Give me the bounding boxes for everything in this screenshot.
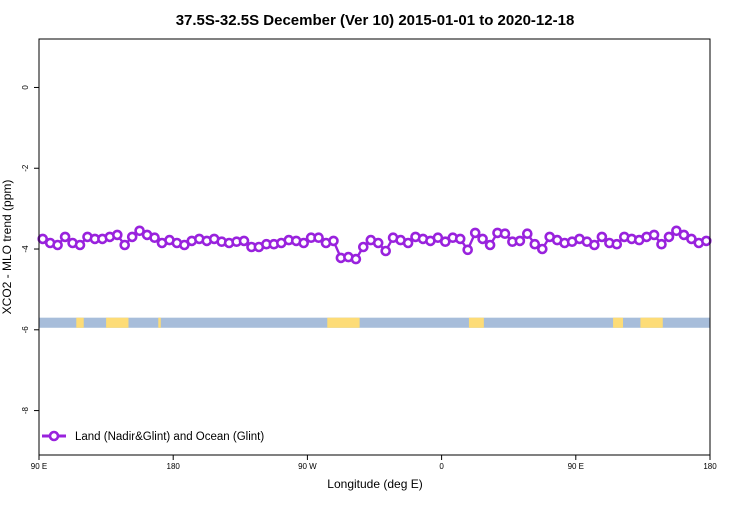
data-point [686,233,697,245]
data-point [439,236,451,247]
data-point [59,231,71,243]
data-point [596,231,608,243]
data-point [52,239,63,251]
legend-entry-label: Land (Nadir&Glint) and Ocean (Glint) [75,431,264,443]
data-point [514,235,526,247]
x-axis-label: Longitude (deg E) [327,477,422,491]
x-axis: 90 E 180 90 W 0 90 E 180 [31,455,717,471]
land-segment [640,317,663,328]
x-tick-label: 180 [167,462,181,471]
land-segment [468,317,484,328]
data-point [663,231,675,243]
data-point [402,237,414,249]
land-segment [613,317,624,328]
y-tick-label: -8 [21,406,30,414]
data-point [149,232,160,243]
y-tick-label: 0 [21,85,30,90]
series-layer [37,225,712,265]
data-point [126,231,138,243]
data-point [536,243,548,255]
data-point [499,228,511,239]
data-point [298,237,310,249]
land-segment [158,317,161,328]
legend: Land (Nadir&Glint) and Ocean (Glint) [42,430,264,443]
x-tick-label: 0 [439,462,444,471]
data-point [313,232,324,243]
data-point [328,235,339,247]
data-point [477,233,488,245]
data-point [656,238,667,250]
data-point [74,239,86,251]
data-point [119,239,130,251]
data-point [484,239,496,251]
y-tick-label: -6 [21,326,30,334]
data-point [462,244,474,256]
data-point [529,238,541,250]
data-point [469,227,481,239]
land-segment [76,317,84,328]
land-ocean-strip [39,317,710,328]
data-point [357,241,369,253]
y-axis-label: XCO2 - MLO trend (ppm) [0,180,14,315]
y-tick-label: -2 [21,164,30,172]
land-segment [327,317,360,328]
data-point [238,235,250,247]
data-point [671,225,682,237]
x-tick-label: 90 W [298,462,317,471]
y-tick-label: -4 [21,245,30,253]
data-point [134,225,145,237]
data-point [678,229,690,241]
plot-frame [38,38,711,456]
data-point [648,229,660,241]
chart-title: 37.5S-32.5S December (Ver 10) 2015-01-01… [176,12,575,29]
x-tick-label: 90 E [31,462,47,471]
data-point [179,239,190,251]
legend-marker-swatch [48,430,60,442]
data-point [350,253,362,265]
x-tick-label: 90 E [568,462,584,471]
data-point [372,237,384,249]
data-point [380,245,392,257]
land-segment [106,317,129,328]
data-point [112,229,123,241]
data-point [611,238,623,250]
x-tick-label: 180 [703,462,717,471]
data-point [589,239,600,251]
y-axis: 0 -2 -4 -6 -8 [21,85,39,414]
data-point [454,233,466,245]
data-point [521,228,533,239]
ocean-band [39,317,710,328]
data-point [700,235,712,247]
